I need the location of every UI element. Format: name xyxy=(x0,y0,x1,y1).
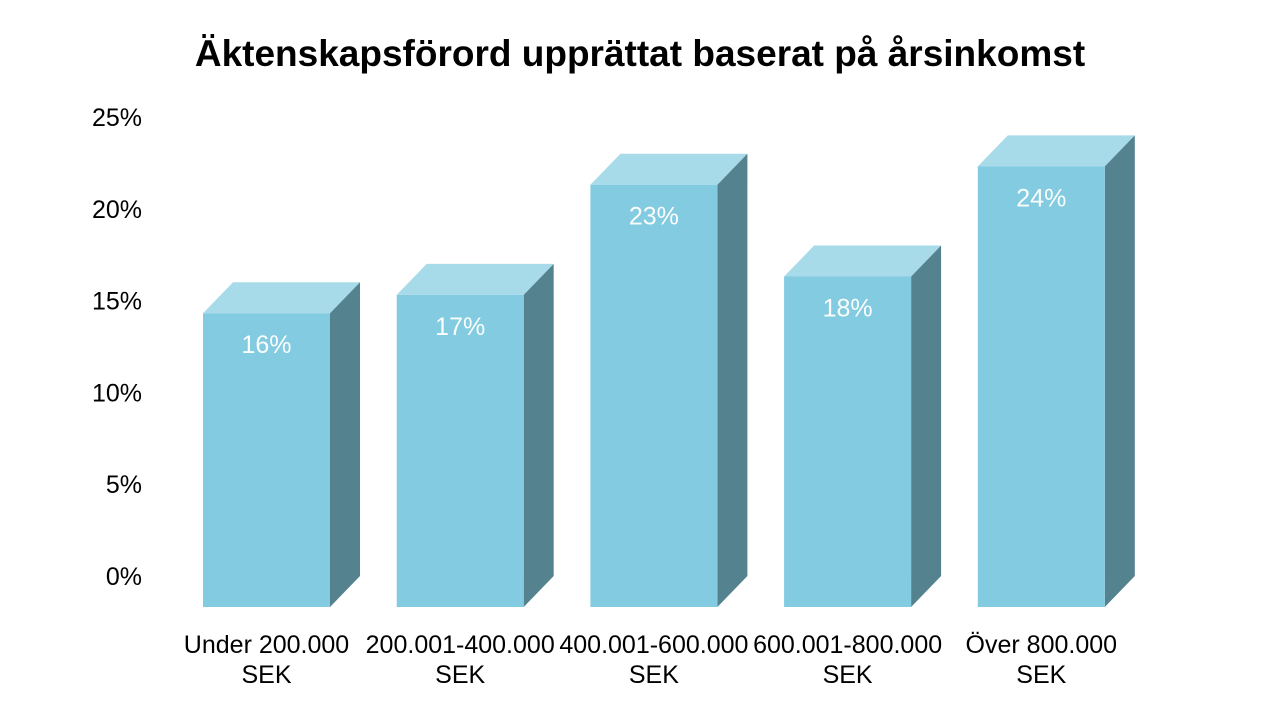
x-category-label-line2: SEK xyxy=(823,661,873,689)
bar-value-label: 24% xyxy=(1016,184,1066,212)
bar-front-face xyxy=(203,313,330,607)
x-category-label-line1: Under 200.000 xyxy=(184,631,349,659)
bar-top-face xyxy=(977,135,1135,167)
bar-front-face xyxy=(590,184,718,607)
bar-top-face xyxy=(590,153,748,185)
bar-side-face xyxy=(911,245,942,607)
bar-side-face xyxy=(523,263,554,607)
bar-value-label: 23% xyxy=(629,203,679,231)
bar-side-face xyxy=(717,153,748,607)
bar-value-label: 17% xyxy=(435,313,485,341)
bar-value-label: 16% xyxy=(241,331,291,359)
bar-front-face xyxy=(784,276,912,607)
bar-top-face xyxy=(203,282,360,314)
x-category-label-line1: Över 800.000 xyxy=(966,631,1118,659)
y-tick-label: 5% xyxy=(106,471,142,499)
y-tick-label: 0% xyxy=(106,563,142,591)
x-category-label-line1: 400.001-600.000 xyxy=(559,631,748,659)
x-category-label-line2: SEK xyxy=(629,661,679,689)
x-category-label-line1: 200.001-400.000 xyxy=(366,631,555,659)
chart-title: Äktenskapsförord upprättat baserat på år… xyxy=(194,33,1086,74)
x-category-label-line2: SEK xyxy=(435,661,485,689)
bar-front-face xyxy=(977,166,1105,608)
bar-top-face xyxy=(784,245,942,277)
bar-top-face xyxy=(396,263,554,295)
bar-front-face xyxy=(396,294,524,607)
bar-side-face xyxy=(330,282,360,607)
x-category-label-line2: SEK xyxy=(1016,661,1066,689)
bar-value-label: 18% xyxy=(823,295,873,323)
x-category-label-line1: 600.001-800.000 xyxy=(753,631,942,659)
y-tick-label: 20% xyxy=(92,196,142,224)
y-tick-label: 15% xyxy=(92,288,142,316)
x-category-label-line2: SEK xyxy=(241,661,291,689)
bar-side-face xyxy=(1104,135,1135,608)
y-tick-label: 10% xyxy=(92,379,142,407)
y-tick-label: 25% xyxy=(92,104,142,132)
